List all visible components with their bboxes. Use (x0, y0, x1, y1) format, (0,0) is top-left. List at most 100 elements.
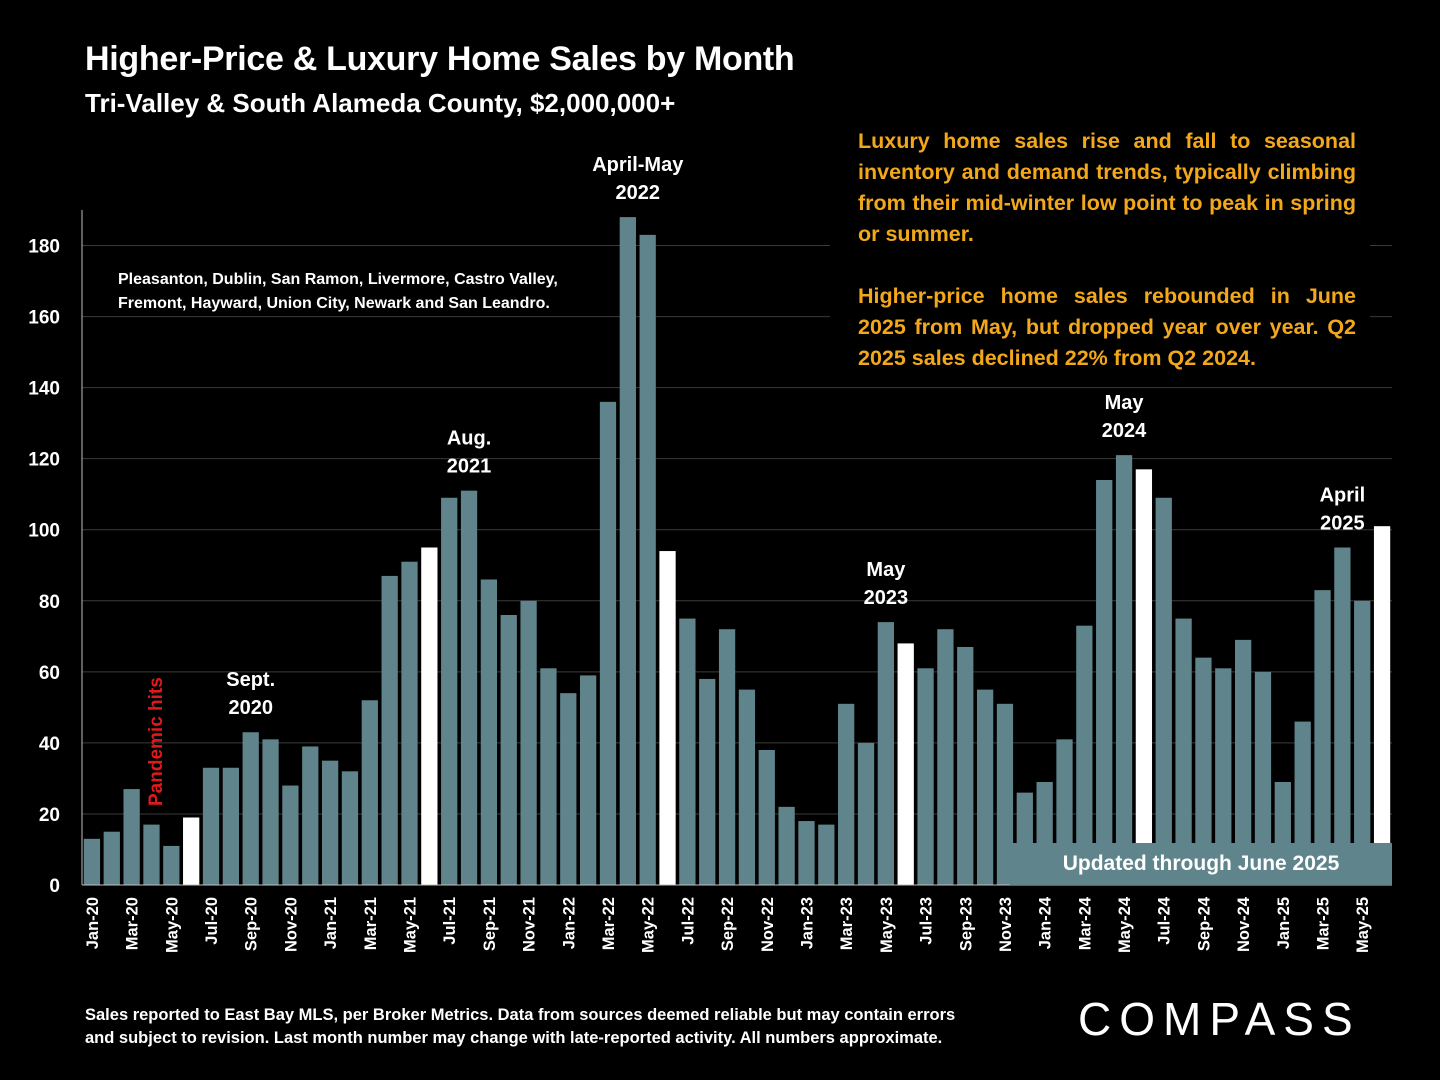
y-tick-label: 0 (49, 876, 60, 897)
annotation-year: 2025 (1320, 513, 1365, 535)
bar-oct-22 (738, 689, 756, 885)
bar-mar-23 (838, 703, 855, 885)
bar-jul-20 (202, 767, 220, 885)
bar-may-21 (401, 561, 418, 885)
annotation-year: 2023 (864, 587, 909, 609)
bar-oct-23 (976, 689, 994, 885)
bar-sep-23 (957, 646, 974, 885)
bar-may-25 (1354, 600, 1371, 885)
updated-badge: Updated through June 2025 (1010, 843, 1392, 885)
x-tick-label: Nov-23 (997, 897, 1015, 952)
x-tick-label: Jan-24 (1037, 896, 1055, 949)
bar-aug-22 (699, 678, 716, 885)
y-axis: 0 20 40 60 80 100 120 140 160 180 (28, 210, 1392, 897)
bar-nov-23 (996, 703, 1014, 885)
annotations: Sept. 2020 Aug. 2021 April-May 2022 May 2023 May… (226, 154, 1365, 719)
x-tick-label: Jan-25 (1275, 897, 1293, 949)
x-tick-label: May-21 (402, 897, 420, 953)
bar-mar-24 (1076, 625, 1093, 885)
y-tick-label: 60 (39, 663, 60, 684)
bar-nov-20 (282, 785, 299, 885)
annotation-label: April (1320, 485, 1366, 507)
bar-apr-24 (1096, 480, 1113, 885)
x-tick-label: Nov-20 (282, 897, 300, 952)
x-tick-label: May-25 (1354, 897, 1372, 953)
x-tick-label: Mar-21 (362, 897, 380, 950)
bar-oct-20 (262, 739, 279, 885)
x-tick-label: May-24 (1116, 896, 1134, 953)
bar-jan-23 (798, 821, 815, 885)
bar-aug-23 (937, 629, 954, 885)
y-tick-label: 40 (39, 734, 60, 755)
annotation-label: May (1105, 392, 1145, 414)
bar-jul-21 (441, 497, 458, 885)
bar-feb-21 (341, 771, 359, 885)
x-tick-label: Jan-21 (322, 897, 340, 949)
bar-feb-23 (818, 824, 835, 885)
x-tick-label: Nov-24 (1235, 896, 1253, 952)
x-tick-label: May-23 (878, 897, 896, 953)
annotation-label: Sept. (226, 669, 275, 691)
annotation-year: 2024 (1102, 420, 1147, 442)
bar-jun-25 (1373, 526, 1391, 885)
bar-jun-24 (1135, 469, 1153, 885)
bar-jul-22 (679, 618, 696, 885)
x-tick-label: Jul-20 (203, 897, 221, 945)
annotation-year: 2022 (616, 182, 661, 204)
x-tick-label: Mar-22 (600, 897, 618, 950)
bar-jun-20 (183, 817, 200, 885)
commentary-paragraph-1: Luxury home sales rise and fall to seaso… (858, 129, 1356, 246)
region-note-line1: Pleasanton, Dublin, San Ramon, Livermore… (118, 271, 558, 288)
annotation-label: April-May (592, 154, 684, 176)
bar-chart: 0 20 40 60 80 100 120 140 160 180 Jan-20 Mar-20 May… (28, 154, 1392, 953)
chart-title: Higher-Price & Luxury Home Sales by Mont… (85, 40, 795, 78)
commentary-paragraph-2: Higher-price home sales rebounded in Jun… (858, 284, 1356, 370)
bar-feb-20 (103, 831, 120, 885)
bar-nov-24 (1234, 639, 1252, 885)
x-tick-label: Nov-22 (759, 897, 777, 952)
bar-mar-22 (599, 401, 617, 885)
bar-apr-20 (143, 824, 160, 885)
bar-jun-23 (897, 643, 914, 885)
bar-may-23 (877, 622, 895, 885)
x-tick-label: Sep-24 (1195, 896, 1213, 951)
y-tick-label: 140 (28, 379, 60, 400)
bar-dec-20 (302, 746, 319, 885)
x-tick-label: Sep-22 (719, 897, 737, 951)
bar-jan-22 (560, 693, 577, 885)
y-tick-label: 20 (39, 805, 60, 826)
bar-jul-24 (1155, 497, 1172, 885)
bar-apr-21 (381, 575, 398, 885)
x-tick-label: Jul-21 (441, 897, 459, 945)
x-tick-label: Jan-20 (84, 897, 102, 949)
x-tick-label: May-22 (640, 897, 658, 953)
bar-may-24 (1115, 455, 1133, 885)
chart-subtitle: Tri-Valley & South Alameda County, $2,00… (85, 88, 676, 118)
bar-dec-21 (540, 668, 557, 885)
bar-aug-20 (222, 767, 240, 885)
bar-oct-24 (1215, 668, 1232, 885)
bar-may-22 (639, 234, 656, 886)
x-tick-label: Sep-23 (957, 897, 975, 951)
footnote-line1: Sales reported to East Bay MLS, per Brok… (85, 1006, 956, 1024)
bar-aug-24 (1175, 618, 1192, 885)
x-tick-label: Nov-21 (521, 897, 539, 952)
region-note-line2: Fremont, Hayward, Union City, Newark and… (118, 295, 550, 312)
bar-feb-22 (579, 675, 597, 885)
x-tick-label: Mar-25 (1315, 897, 1333, 950)
bar-aug-21 (460, 490, 478, 885)
x-tick-label: Mar-23 (838, 897, 856, 950)
bar-mar-20 (123, 789, 140, 885)
bar-series (83, 217, 1391, 886)
commentary-box: Luxury home sales rise and fall to seaso… (830, 126, 1370, 386)
annotation-year: 2020 (228, 697, 273, 719)
y-tick-label: 100 (28, 521, 60, 542)
bar-dec-22 (778, 806, 795, 885)
annotation-year: 2021 (447, 456, 492, 478)
x-tick-label: Jan-22 (560, 897, 578, 949)
compass-logo: COMPASS (1078, 993, 1361, 1045)
x-tick-label: Sep-21 (481, 897, 499, 951)
x-axis: Jan-20 Mar-20 May-20 Jul-20 Sep-20 Nov-20 Jan-… (84, 896, 1372, 953)
bar-jan-20 (83, 838, 101, 885)
x-tick-label: Jul-22 (679, 897, 697, 945)
